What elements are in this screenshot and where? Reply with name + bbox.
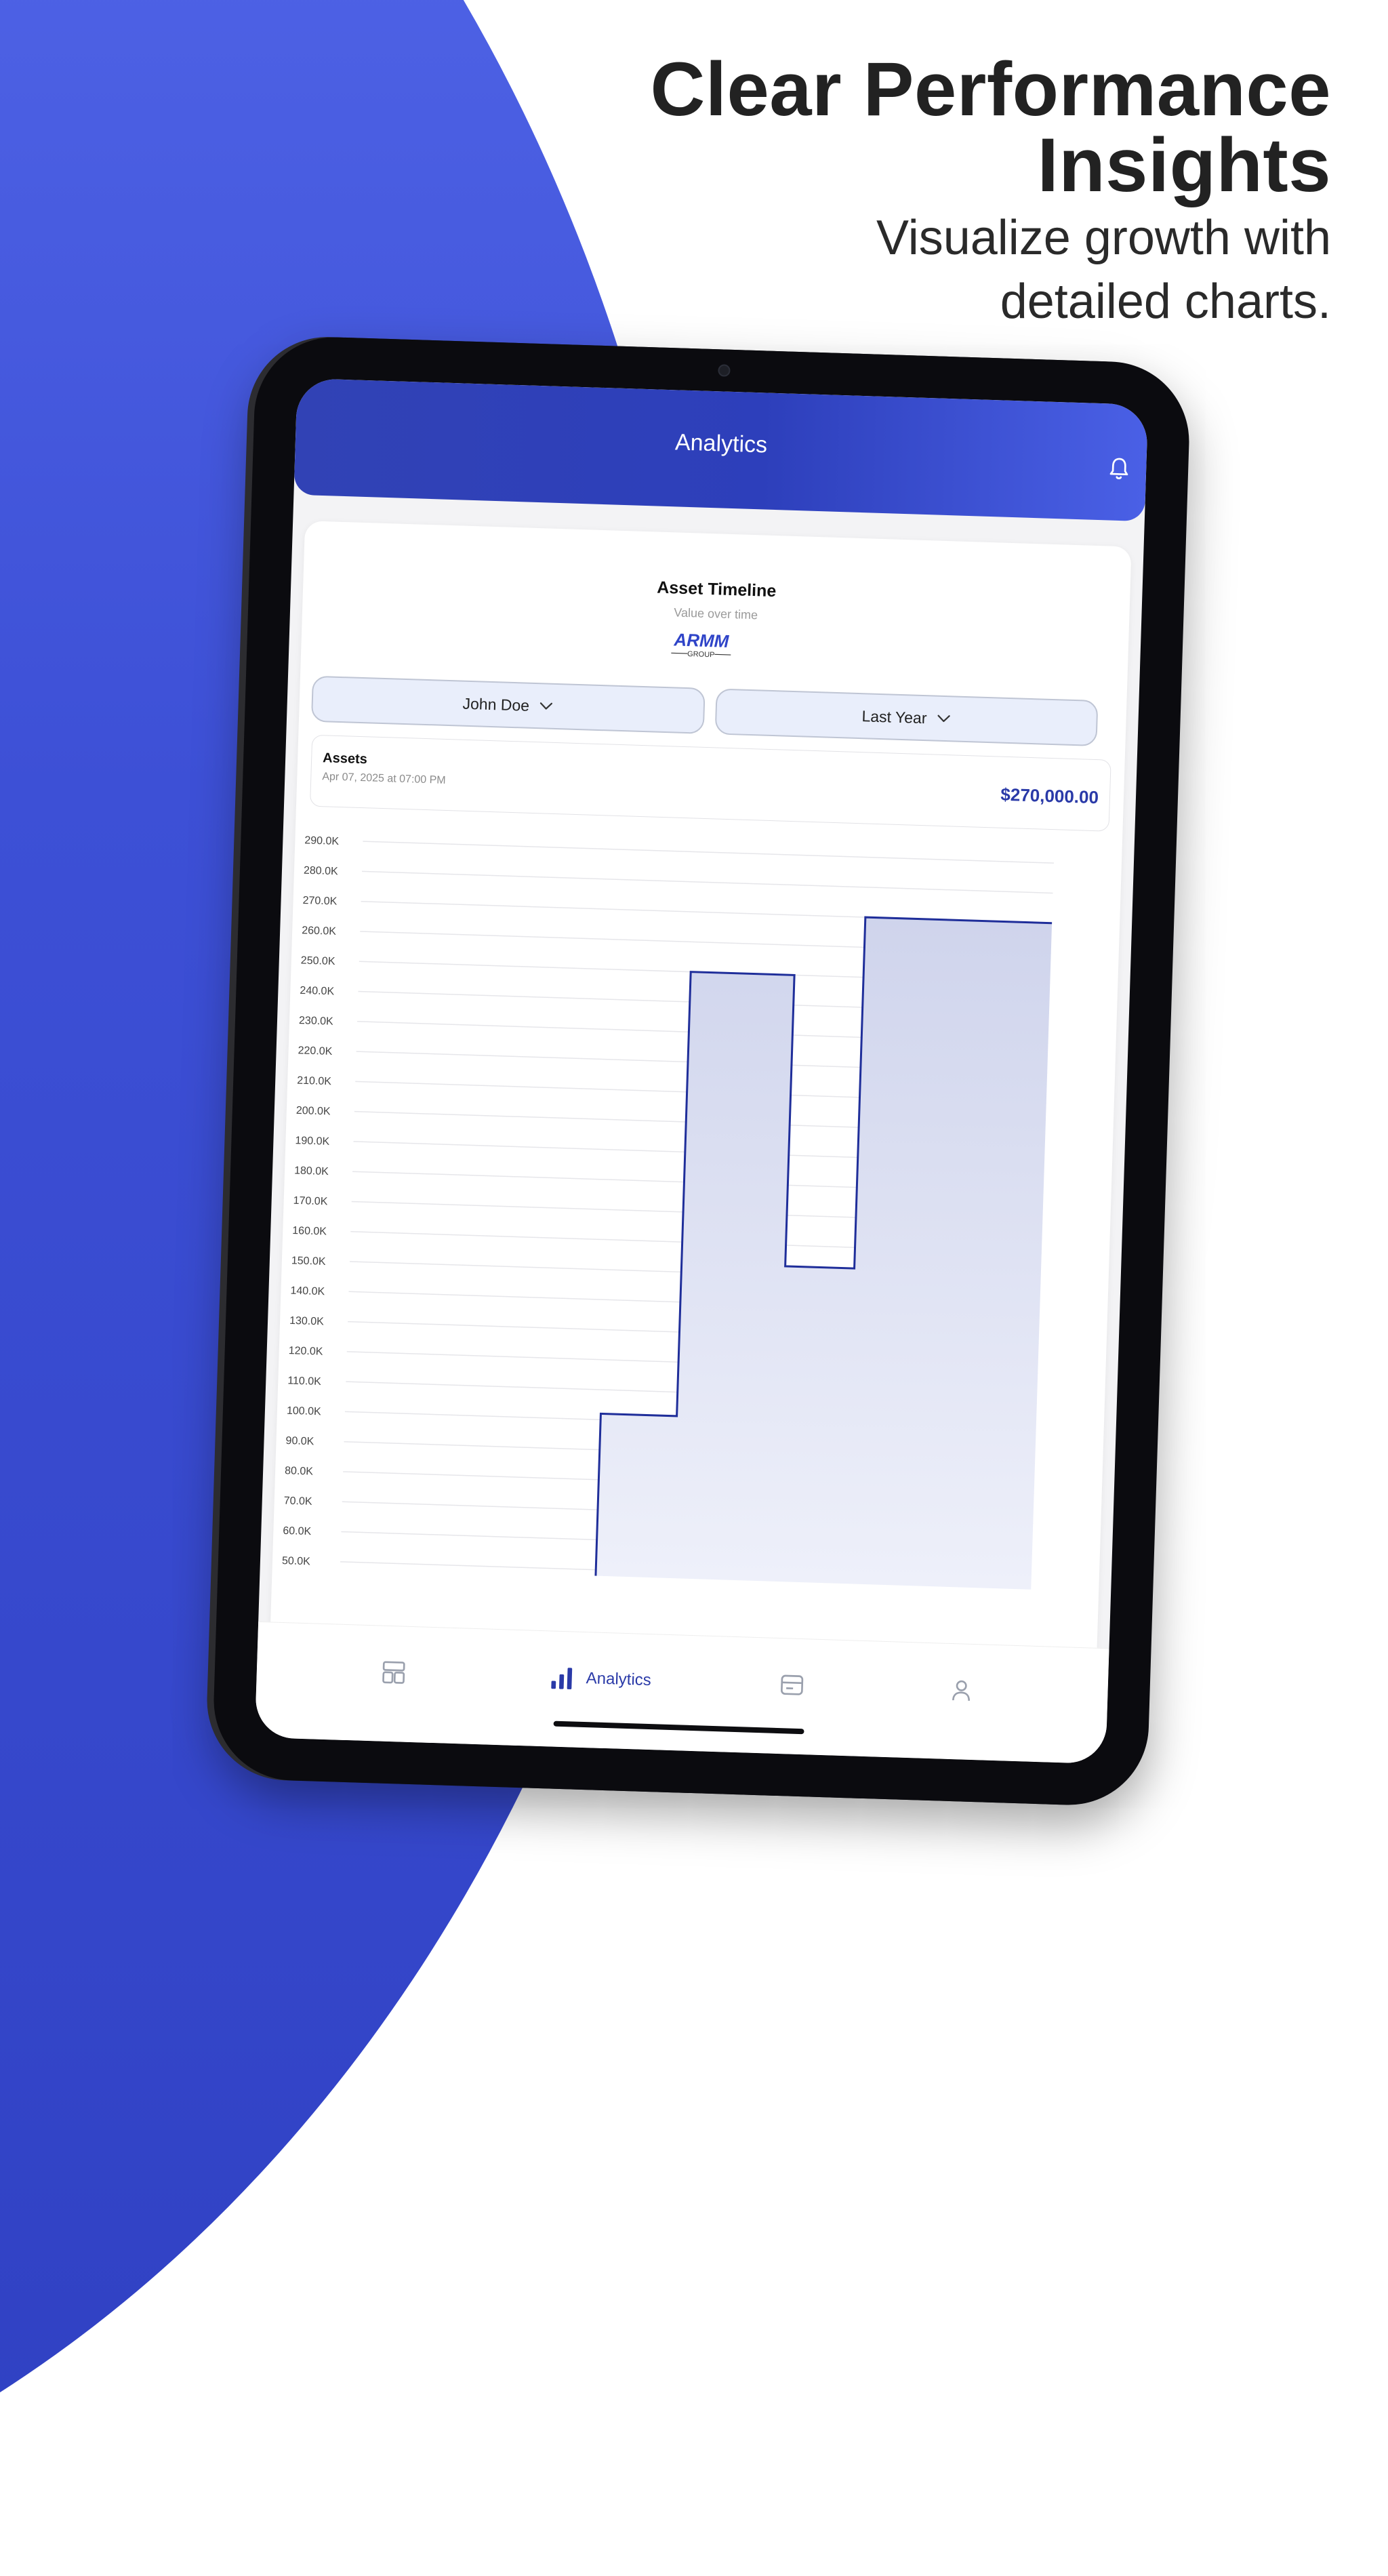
tablet-device: Analytics Asset Timeline Value over time…	[211, 335, 1191, 1807]
user-dropdown[interactable]: John Doe	[311, 676, 706, 734]
y-tick-label: 290.0K	[304, 834, 340, 847]
y-tick-label: 120.0K	[288, 1345, 323, 1358]
headline-title-line1: Clear Performance	[650, 52, 1331, 127]
headline-subtitle-line1: Visualize growth with	[650, 209, 1331, 267]
y-tick-label: 220.0K	[298, 1045, 333, 1058]
tablet-frame: Analytics Asset Timeline Value over time…	[211, 335, 1191, 1807]
tablet-screen: Analytics Asset Timeline Value over time…	[255, 378, 1148, 1764]
assets-label: Assets	[323, 750, 367, 767]
headline: Clear Performance Insights Visualize gro…	[650, 52, 1331, 331]
user-dropdown-label: John Doe	[462, 694, 529, 715]
armm-logo: ARMM GROUP	[667, 627, 735, 660]
headline-subtitle-line2: detailed charts.	[650, 273, 1331, 331]
y-tick-label: 80.0K	[285, 1465, 314, 1477]
headline-title-line2: Insights	[650, 127, 1331, 203]
y-tick-label: 280.0K	[304, 865, 339, 878]
y-tick-label: 110.0K	[287, 1375, 321, 1388]
nav-cards[interactable]	[778, 1671, 806, 1699]
y-tick-label: 150.0K	[291, 1255, 327, 1268]
bell-icon[interactable]	[1107, 455, 1132, 483]
dashboard-icon	[380, 1659, 407, 1687]
y-tick-label: 130.0K	[289, 1315, 325, 1328]
y-tick-label: 210.0K	[297, 1075, 332, 1088]
y-tick-label: 260.0K	[302, 925, 337, 938]
y-tick-label: 180.0K	[294, 1165, 329, 1178]
y-tick-label: 140.0K	[290, 1285, 325, 1298]
y-tick-label: 230.0K	[299, 1015, 334, 1028]
grid-line	[363, 841, 1053, 863]
y-tick-label: 60.0K	[283, 1525, 312, 1537]
bar-chart-icon	[548, 1664, 575, 1691]
nav-analytics[interactable]: Analytics	[548, 1664, 651, 1694]
y-tick-label: 200.0K	[296, 1105, 331, 1118]
y-tick-label: 250.0K	[301, 955, 336, 968]
assets-value: $270,000.00	[1000, 784, 1099, 809]
y-tick-label: 240.0K	[300, 985, 335, 998]
grid-line	[362, 871, 1053, 893]
logo-subtext: GROUP	[687, 650, 715, 659]
home-indicator	[554, 1721, 804, 1735]
assets-date: Apr 07, 2025 at 07:00 PM	[322, 771, 446, 787]
period-dropdown-label: Last Year	[861, 707, 927, 727]
chevron-down-icon	[936, 714, 951, 724]
y-tick-label: 70.0K	[284, 1495, 313, 1508]
app-header: Analytics	[293, 378, 1148, 521]
assets-summary-row[interactable]: Assets Apr 07, 2025 at 07:00 PM $270,000…	[310, 735, 1111, 832]
y-tick-label: 100.0K	[287, 1405, 322, 1418]
asset-timeline-chart[interactable]: 290.0K 280.0K 270.0K 260.0K 250.0K 240.0K 230.…	[271, 819, 1068, 1629]
logo-text: ARMM	[673, 629, 730, 651]
page-title: Analytics	[295, 418, 1147, 470]
nav-analytics-label: Analytics	[586, 1669, 651, 1690]
y-tick-label: 170.0K	[293, 1195, 328, 1208]
period-dropdown[interactable]: Last Year	[715, 688, 1099, 746]
card-icon	[778, 1671, 806, 1699]
y-tick-label: 270.0K	[302, 895, 338, 908]
user-icon	[947, 1676, 975, 1704]
y-tick-label: 190.0K	[295, 1135, 330, 1148]
camera-dot	[718, 364, 731, 377]
y-tick-label: 50.0K	[282, 1555, 311, 1567]
series-area	[596, 910, 1052, 1590]
y-tick-label: 160.0K	[292, 1225, 327, 1238]
chevron-down-icon	[539, 701, 554, 711]
asset-timeline-card: Asset Timeline Value over time ARMM GROU…	[269, 521, 1132, 1702]
y-tick-label: 90.0K	[285, 1435, 314, 1447]
nav-profile[interactable]	[947, 1676, 975, 1704]
nav-dashboard[interactable]	[380, 1659, 407, 1687]
